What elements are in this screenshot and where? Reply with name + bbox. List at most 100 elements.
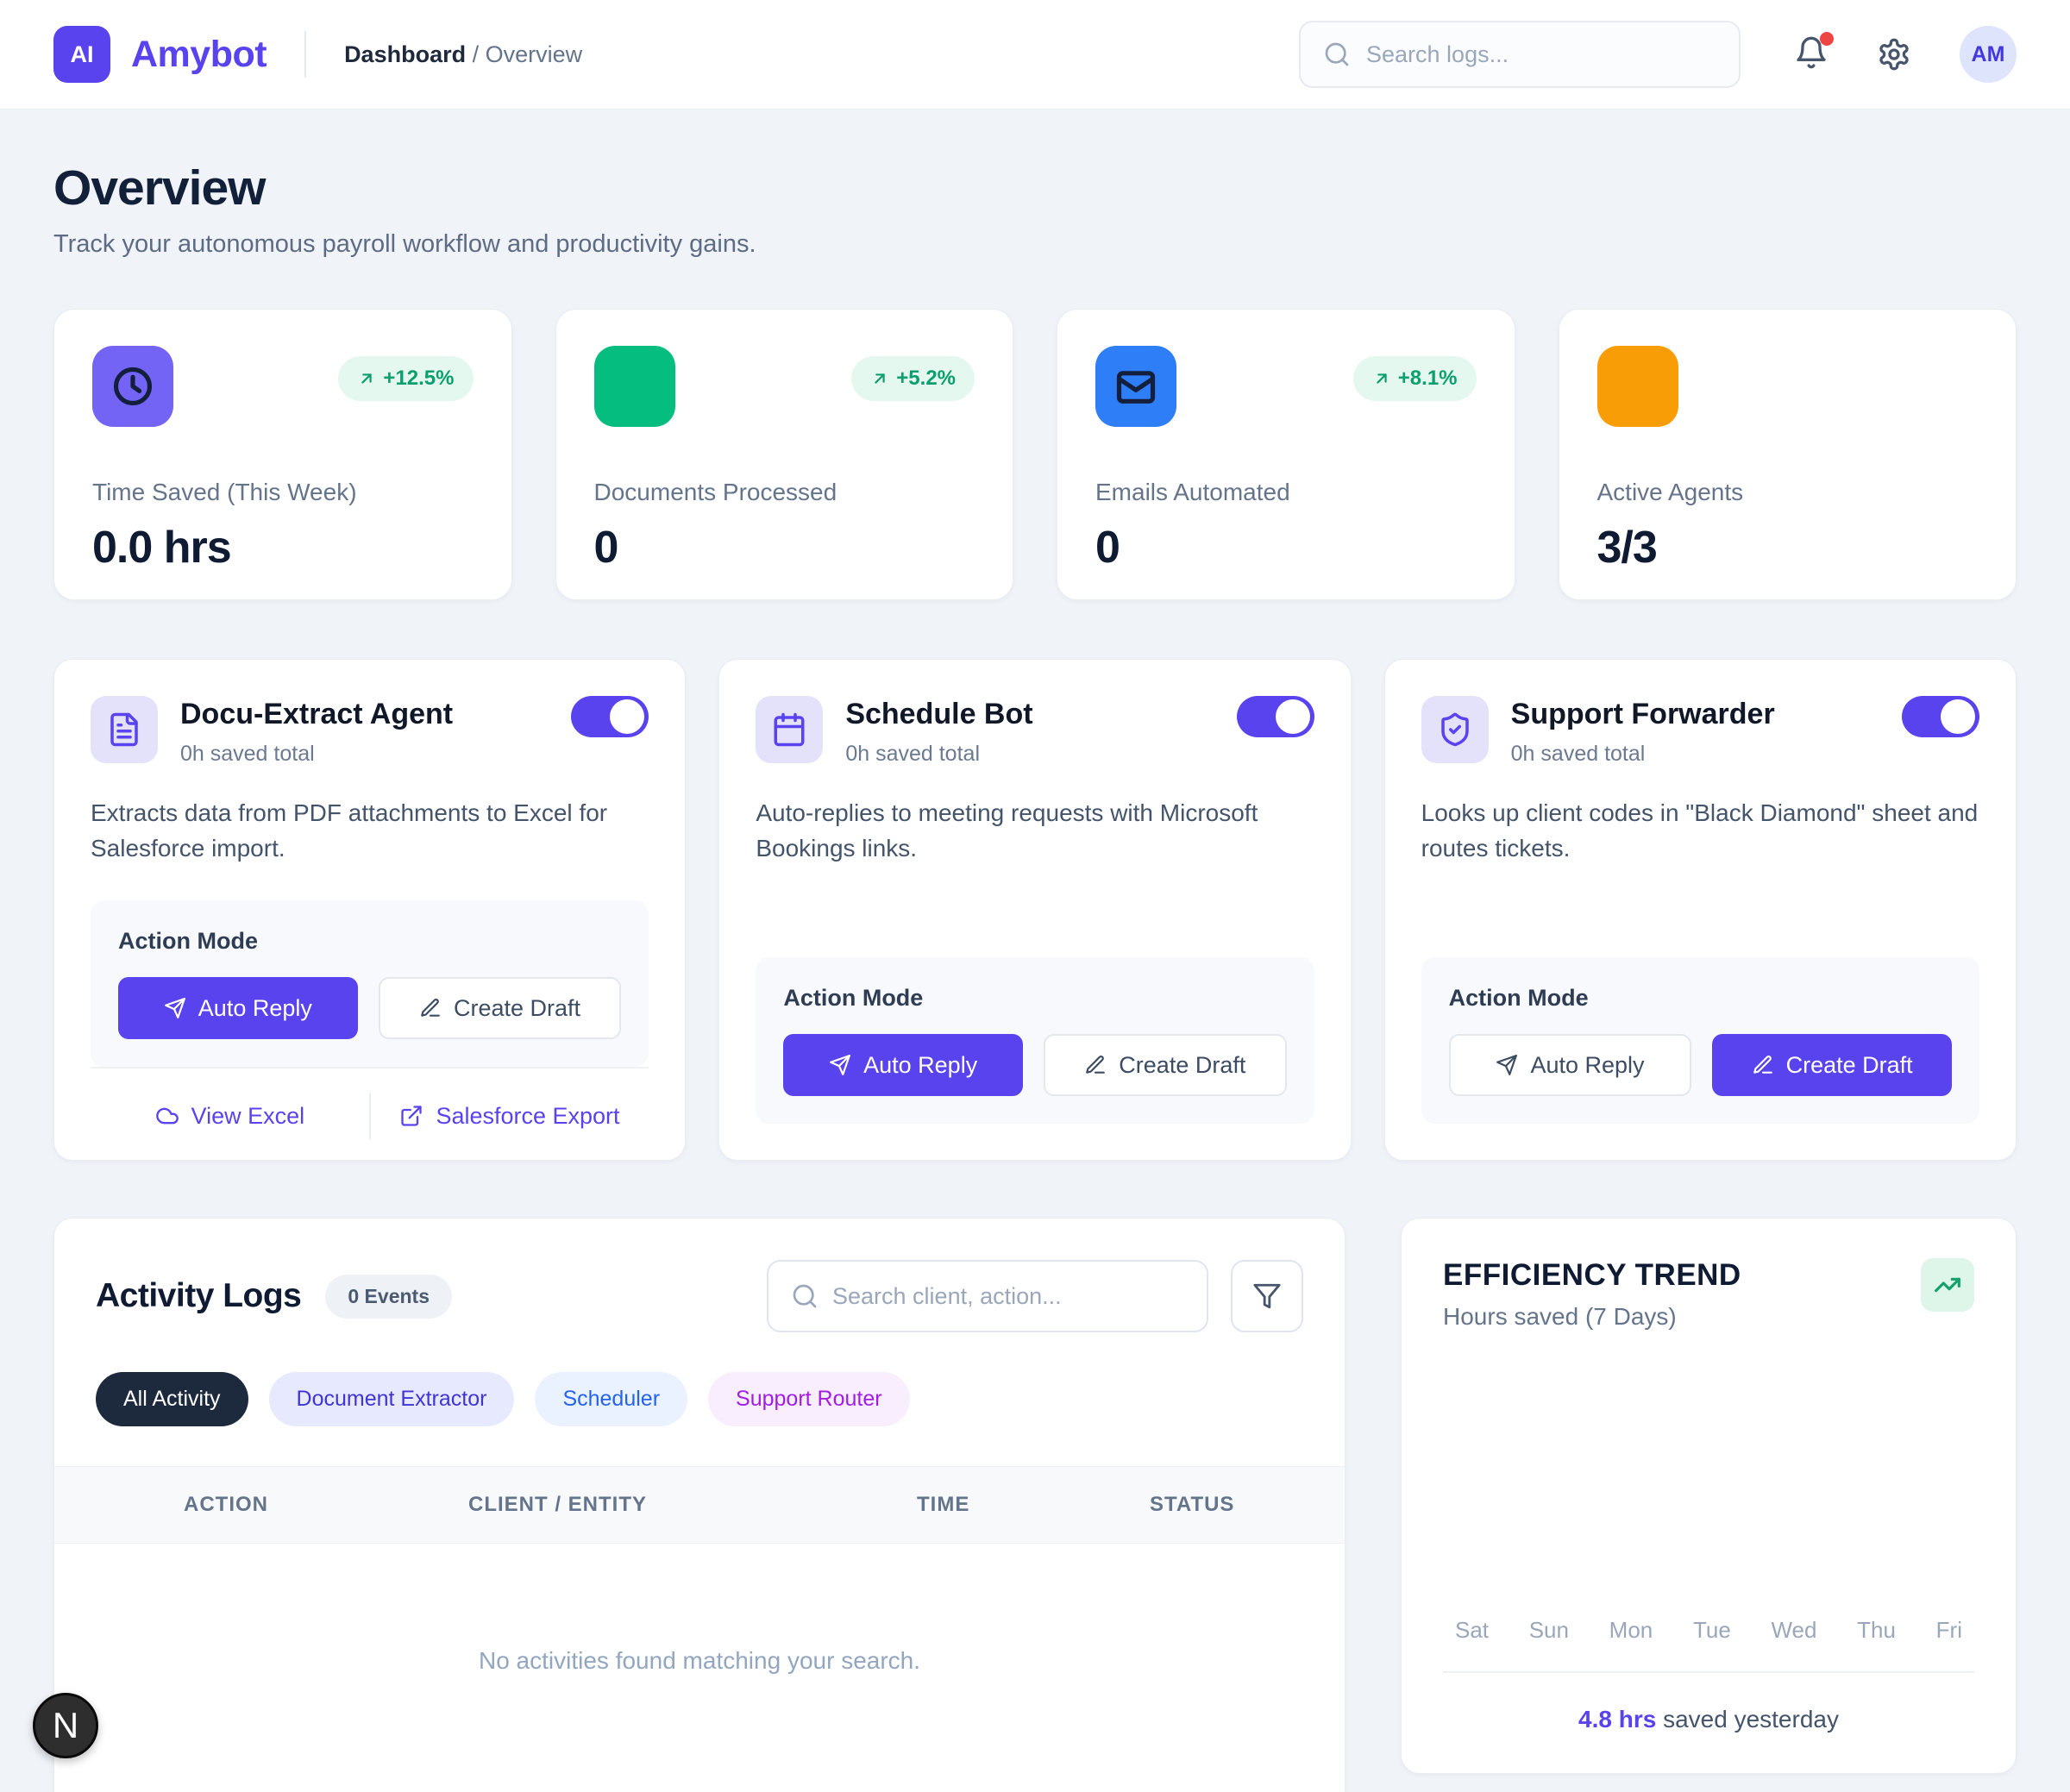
- day-label: Sun: [1528, 1617, 1569, 1643]
- agent-footer: View Excel Salesforce Export: [91, 1067, 649, 1140]
- delta-badge: +5.2%: [851, 356, 975, 401]
- search-icon: [791, 1282, 819, 1310]
- stat-label: Emails Automated: [1095, 479, 1290, 505]
- nextjs-dev-button[interactable]: N: [33, 1693, 98, 1758]
- view-excel-label: View Excel: [191, 1102, 305, 1129]
- agent-toggle[interactable]: [571, 696, 649, 737]
- auto-reply-button[interactable]: Auto Reply: [1448, 1034, 1692, 1096]
- breadcrumb-separator: /: [466, 41, 486, 67]
- global-search-input[interactable]: [1366, 41, 1716, 68]
- efficiency-title: EFFICIENCY TREND: [1443, 1258, 1741, 1292]
- action-mode-label: Action Mode: [783, 985, 924, 1011]
- avatar[interactable]: AM: [1960, 26, 2017, 83]
- delta-value: +5.2%: [896, 367, 956, 390]
- gear-icon: [1879, 38, 1909, 71]
- filter-button[interactable]: [1231, 1260, 1303, 1332]
- agent-name: Support Forwarder: [1510, 698, 1775, 730]
- agent-description: Auto-replies to meeting requests with Mi…: [756, 799, 1258, 862]
- saved-yesterday-text: saved yesterday: [1663, 1706, 1839, 1732]
- action-mode-box: Action Mode Auto Reply Create Draft: [756, 957, 1314, 1124]
- send-icon: [164, 997, 186, 1019]
- breadcrumb-page: Overview: [485, 41, 583, 67]
- stat-label: Documents Processed: [593, 479, 837, 505]
- auto-reply-button[interactable]: Auto Reply: [783, 1034, 1023, 1096]
- auto-reply-button[interactable]: Auto Reply: [118, 977, 358, 1040]
- notification-dot: [1820, 31, 1834, 46]
- agent-name: Schedule Bot: [845, 698, 1033, 730]
- nextjs-logo: N: [52, 1705, 79, 1745]
- search-icon: [1323, 41, 1351, 68]
- arrow-up-right-icon: [357, 369, 376, 388]
- stat-value: 0: [593, 523, 619, 573]
- notifications-button[interactable]: [1794, 31, 1834, 74]
- day-label: Mon: [1609, 1617, 1653, 1643]
- chip-scheduler[interactable]: Scheduler: [535, 1372, 688, 1426]
- auto-reply-label: Auto Reply: [1530, 1051, 1645, 1078]
- delta-badge: +8.1%: [1352, 356, 1477, 401]
- efficiency-day-labels: Sat Sun Mon Tue Wed Thu Fri: [1443, 1617, 1974, 1644]
- stat-card-documents: +5.2% Documents Processed 0: [555, 309, 1013, 600]
- efficiency-subtitle: Hours saved (7 Days): [1443, 1303, 1677, 1330]
- chip-support-router[interactable]: Support Router: [708, 1372, 910, 1426]
- auto-reply-label: Auto Reply: [863, 1051, 978, 1078]
- create-draft-button[interactable]: Create Draft: [378, 977, 622, 1040]
- agent-card-support-forwarder: Support Forwarder 0h saved total Looks u…: [1383, 659, 2017, 1161]
- stat-card-emails: +8.1% Emails Automated 0: [1057, 309, 1515, 600]
- agent-saved-total: 0h saved total: [1510, 742, 1646, 766]
- filter-chips: All Activity Document Extractor Schedule…: [54, 1372, 1345, 1426]
- app-logo: AI: [53, 26, 110, 83]
- view-excel-link[interactable]: View Excel: [91, 1103, 369, 1130]
- bell-icon: [1794, 35, 1828, 70]
- salesforce-export-link[interactable]: Salesforce Export: [371, 1103, 649, 1130]
- app-header: AI Amybot Dashboard / Overview AM: [0, 0, 2070, 110]
- clock-icon: [92, 346, 173, 427]
- events-count-badge: 0 Events: [325, 1274, 452, 1319]
- chip-document-extractor[interactable]: Document Extractor: [268, 1372, 515, 1426]
- breadcrumb-section[interactable]: Dashboard: [344, 41, 467, 67]
- auto-reply-label: Auto Reply: [198, 994, 312, 1021]
- create-draft-button[interactable]: Create Draft: [1712, 1034, 1952, 1096]
- arrow-up-right-icon: [870, 369, 889, 388]
- delta-value: +8.1%: [1397, 367, 1458, 390]
- delta-value: +12.5%: [383, 367, 455, 390]
- cloud-icon: [155, 1104, 179, 1128]
- pencil-icon: [1752, 1054, 1774, 1076]
- stat-label: Active Agents: [1596, 479, 1744, 505]
- efficiency-chart-area: [1443, 1331, 1974, 1617]
- toggle-knob: [610, 699, 645, 734]
- footer-divider: [368, 1093, 371, 1140]
- column-time: TIME: [917, 1493, 970, 1516]
- saved-yesterday-value: 4.8 hrs: [1578, 1706, 1657, 1732]
- stat-label: Time Saved (This Week): [92, 479, 357, 505]
- activity-search-input[interactable]: [832, 1282, 1184, 1310]
- file-text-icon: [91, 696, 158, 763]
- agent-toggle[interactable]: [1236, 696, 1314, 737]
- empty-state-message: No activities found matching your search…: [478, 1647, 921, 1674]
- pencil-icon: [419, 997, 442, 1019]
- activity-logs-panel: Activity Logs 0 Events All Activity Docu…: [53, 1218, 1346, 1792]
- stat-value: 0.0 hrs: [92, 523, 232, 573]
- agent-description: Extracts data from PDF attachments to Ex…: [91, 799, 608, 862]
- brand-name: Amybot: [131, 33, 267, 75]
- send-icon: [829, 1054, 851, 1076]
- header-divider: [304, 31, 307, 78]
- arrow-up-right-icon: [1372, 369, 1391, 388]
- page-title: Overview: [53, 160, 267, 216]
- day-label: Tue: [1692, 1617, 1731, 1643]
- agent-card-docu-extract: Docu-Extract Agent 0h saved total Extrac…: [53, 659, 687, 1161]
- chip-all-activity[interactable]: All Activity: [96, 1372, 248, 1426]
- activity-search[interactable]: [767, 1260, 1208, 1332]
- app-logo-text: AI: [70, 41, 94, 67]
- column-action: ACTION: [184, 1493, 268, 1516]
- settings-button[interactable]: [1877, 37, 1911, 72]
- global-search[interactable]: [1299, 21, 1741, 88]
- salesforce-export-label: Salesforce Export: [436, 1102, 620, 1129]
- agent-toggle[interactable]: [1901, 696, 1979, 737]
- stats-row: +12.5% Time Saved (This Week) 0.0 hrs +5…: [53, 309, 2017, 600]
- activity-table-header: ACTION CLIENT / ENTITY TIME STATUS: [54, 1466, 1345, 1544]
- breadcrumb: Dashboard / Overview: [344, 41, 582, 68]
- create-draft-button[interactable]: Create Draft: [1044, 1034, 1287, 1096]
- day-label: Sat: [1455, 1617, 1490, 1643]
- day-label: Thu: [1857, 1617, 1896, 1643]
- toggle-knob: [1275, 699, 1310, 734]
